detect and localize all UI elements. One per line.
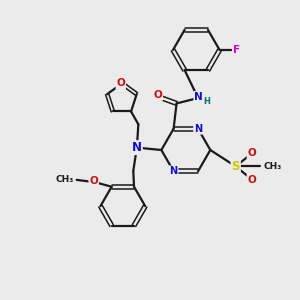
Text: O: O	[248, 175, 256, 184]
Text: O: O	[248, 148, 256, 158]
Text: S: S	[232, 160, 240, 173]
Text: F: F	[233, 45, 240, 55]
Text: CH₃: CH₃	[264, 162, 282, 171]
Text: O: O	[153, 90, 162, 100]
Text: N: N	[169, 166, 178, 176]
Text: CH₃: CH₃	[56, 176, 74, 184]
Text: N: N	[194, 124, 202, 134]
Text: N: N	[132, 141, 142, 154]
Text: H: H	[203, 97, 210, 106]
Text: O: O	[89, 176, 98, 186]
Text: O: O	[116, 78, 125, 88]
Text: N: N	[194, 92, 203, 102]
